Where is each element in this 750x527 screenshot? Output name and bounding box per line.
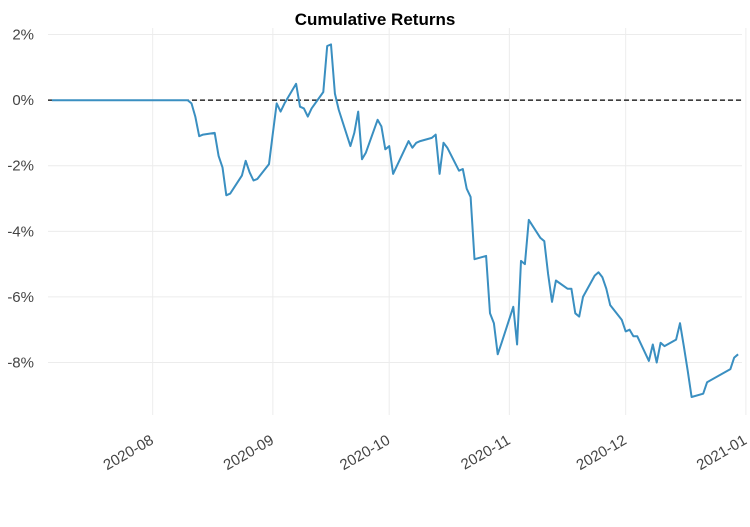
x-tick-label: 2020-10 (337, 432, 393, 474)
y-tick-label: -8% (7, 355, 34, 372)
x-tick-label: 2020-08 (100, 432, 156, 474)
y-tick-label: 2% (12, 27, 34, 44)
grid (48, 28, 747, 415)
returns-series-line (51, 43, 739, 398)
y-tick-label: 0% (12, 92, 34, 109)
x-tick-label: 2020-11 (458, 432, 513, 474)
y-tick-label: -4% (7, 223, 34, 240)
y-tick-label: -2% (7, 158, 34, 175)
x-tick-label: 2021-01 (694, 432, 750, 474)
y-tick-label: -6% (7, 289, 34, 306)
chart-title: Cumulative Returns (295, 10, 456, 29)
x-tick-label: 2020-09 (221, 432, 277, 474)
series-layer (51, 43, 739, 398)
x-axis-tick-labels: 2020-08 2020-09 2020-10 2020-11 2020-12 2021-… (100, 432, 749, 474)
y-axis-tick-labels: 2% 0% -2% -4% -6% -8% (7, 27, 34, 372)
x-tick-label: 2020-12 (574, 432, 630, 474)
